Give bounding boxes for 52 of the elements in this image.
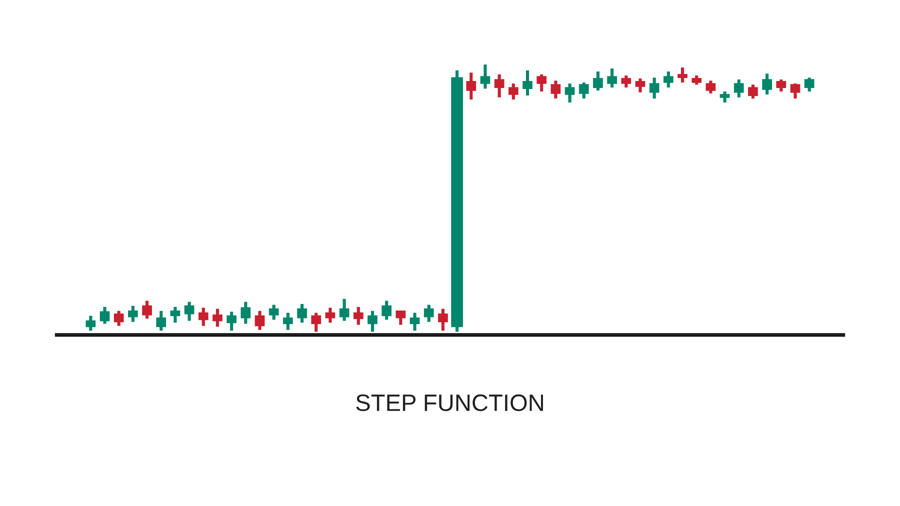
candlestick: [170, 306, 180, 323]
candlestick: [564, 84, 575, 102]
candlestick: [382, 300, 392, 320]
candlestick: [396, 310, 406, 325]
candlestick: [480, 64, 490, 89]
candlestick: [240, 302, 251, 324]
candlestick: [128, 306, 138, 322]
candlestick: [536, 74, 547, 92]
candlestick: [198, 308, 208, 326]
candlestick: [649, 78, 660, 98]
candlestick: [734, 80, 744, 98]
candlestick: [424, 304, 434, 322]
text: STEP FUNCTION: [356, 394, 543, 412]
candlestick: [86, 316, 96, 331]
candlestick: [748, 84, 758, 98]
candlestick: [692, 76, 702, 85]
candlestick: [339, 298, 350, 321]
candlestick: [114, 310, 124, 326]
candlestick: [776, 80, 786, 92]
candlestick: [100, 306, 110, 324]
candlestick: [706, 80, 716, 94]
candlestick: [663, 71, 674, 88]
candlestick: [297, 304, 307, 323]
candlestick: [635, 78, 646, 92]
candlestick: [804, 78, 814, 92]
candlestick: [790, 84, 800, 98]
candlestick: [226, 312, 237, 331]
candlestick: [438, 308, 448, 331]
candlestick: [283, 312, 293, 330]
candlestick: [184, 302, 194, 321]
candlestick: [621, 76, 632, 88]
candlestick: [508, 84, 518, 100]
candlestick: [368, 310, 378, 332]
candlestick: [212, 308, 222, 327]
candlestick: [254, 310, 265, 330]
candlestick: [578, 82, 589, 98]
candlestick: [268, 304, 279, 320]
candlestick: [466, 72, 476, 100]
candlestick: [720, 92, 730, 102]
candlestick: [522, 70, 532, 96]
candlestick: [593, 71, 603, 90]
candlestick: [142, 300, 152, 319]
candlestick: [325, 308, 336, 323]
candlestick: [550, 80, 561, 98]
candlestick: [311, 312, 322, 332]
candlestick: [678, 67, 688, 82]
candlestick: [353, 306, 364, 325]
candlestick: [762, 74, 772, 94]
candlestick: [607, 68, 617, 88]
candlestick: [156, 310, 166, 331]
candlestick: [410, 312, 420, 331]
candlestick: [494, 74, 504, 98]
